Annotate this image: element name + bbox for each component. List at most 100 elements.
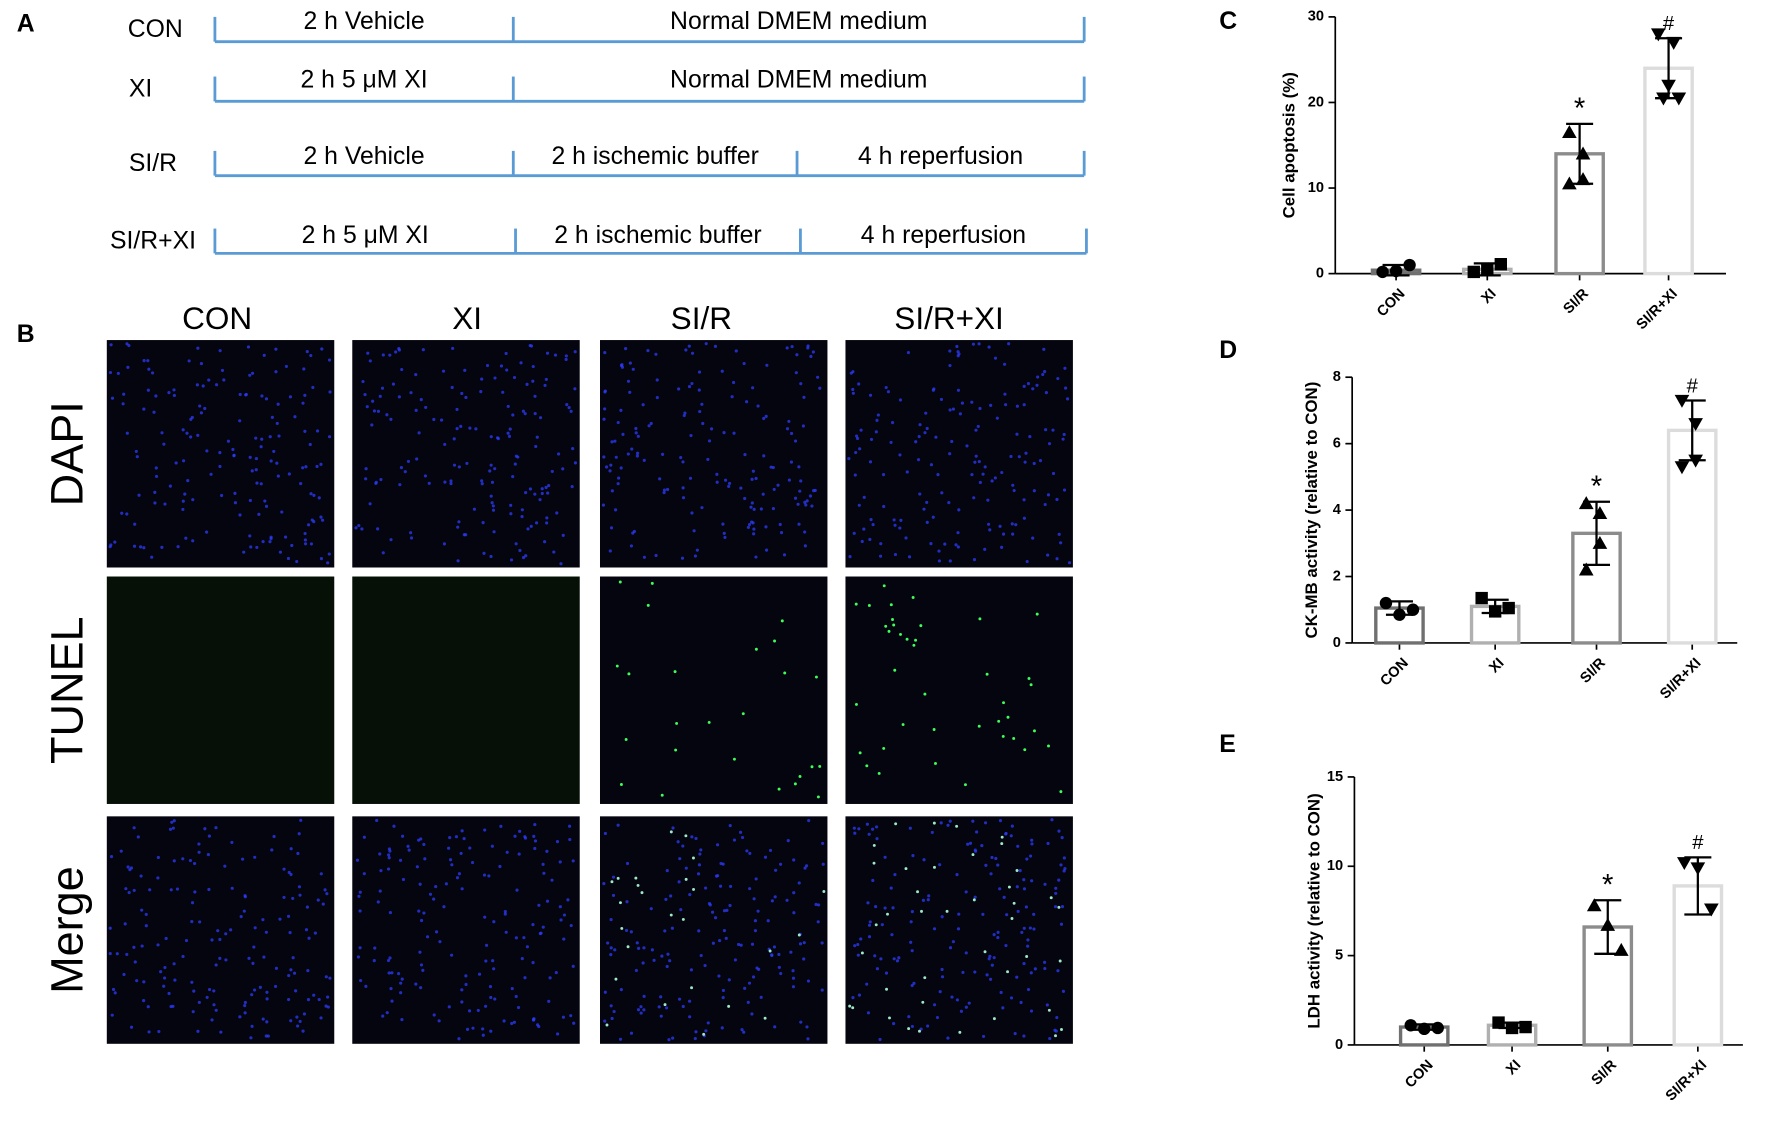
nucleus — [553, 353, 558, 357]
nucleus — [364, 477, 368, 481]
nucleus — [1064, 386, 1068, 390]
nucleus — [871, 523, 875, 527]
nucleus — [491, 959, 495, 963]
nucleus — [906, 351, 911, 355]
nucleus — [357, 523, 361, 528]
nucleus — [955, 998, 959, 1002]
nucleus — [989, 403, 993, 407]
nucleus — [315, 464, 319, 469]
nucleus — [495, 436, 500, 440]
nucleus — [135, 455, 139, 459]
nucleus — [809, 354, 813, 359]
nucleus — [457, 872, 462, 876]
nucleus — [967, 1001, 971, 1005]
micrograph — [845, 340, 1073, 568]
nucleus — [233, 501, 237, 505]
tunel-dot — [626, 945, 630, 949]
nucleus — [371, 399, 375, 403]
nucleus — [296, 1024, 300, 1028]
nucleus — [406, 844, 410, 848]
nucleus — [460, 829, 464, 833]
tunel-dot — [816, 795, 820, 799]
nucleus — [301, 466, 305, 470]
nucleus — [1053, 1028, 1057, 1032]
x-tick-label: XI — [1479, 286, 1500, 307]
column-header: CON — [182, 300, 252, 336]
nucleus — [571, 859, 575, 863]
nucleus — [1009, 996, 1014, 1000]
data-point — [1575, 172, 1591, 186]
nucleus — [1048, 1036, 1052, 1041]
nucleus — [409, 531, 413, 535]
x-tick-label: SI/R+XI — [1663, 1057, 1710, 1104]
nucleus — [1022, 384, 1026, 388]
nucleus — [728, 903, 732, 908]
nucleus — [722, 909, 727, 913]
nucleus — [680, 556, 685, 560]
nucleus — [162, 984, 166, 988]
data-point — [1600, 917, 1616, 931]
nucleus — [688, 892, 692, 897]
nucleus — [1001, 532, 1006, 536]
nucleus — [148, 888, 152, 892]
nucleus — [368, 359, 372, 363]
nucleus — [167, 391, 171, 395]
nucleus — [719, 884, 723, 888]
nucleus — [984, 863, 988, 867]
nucleus — [1026, 944, 1030, 948]
nucleus — [108, 926, 112, 930]
nucleus — [875, 418, 879, 422]
nucleus — [190, 901, 195, 905]
nucleus — [813, 488, 817, 493]
nucleus — [980, 844, 984, 848]
nucleus — [875, 825, 879, 829]
nucleus — [748, 887, 752, 891]
nucleus — [971, 342, 976, 346]
nucleus — [700, 506, 704, 510]
nucleus — [573, 350, 577, 354]
nucleus — [460, 391, 464, 396]
nucleus — [252, 988, 257, 992]
nucleus — [571, 964, 575, 968]
nucleus — [513, 462, 517, 466]
nucleus — [929, 463, 934, 467]
nucleus — [483, 828, 487, 832]
nucleus — [649, 421, 653, 426]
nucleus — [385, 413, 389, 417]
nucleus — [447, 1005, 451, 1009]
nucleus — [160, 545, 164, 549]
tunel-dot — [958, 1030, 962, 1034]
nucleus — [287, 870, 291, 875]
nucleus — [255, 481, 259, 485]
nucleus — [857, 503, 861, 507]
nucleus — [306, 969, 310, 973]
nucleus — [399, 991, 403, 995]
nucleus — [665, 1006, 669, 1010]
nucleus — [642, 946, 646, 950]
nucleus — [296, 851, 300, 856]
nucleus — [688, 1015, 692, 1019]
nucleus — [699, 848, 703, 852]
nucleus — [910, 1024, 914, 1028]
nucleus — [867, 935, 872, 939]
nucleus — [869, 437, 874, 441]
nucleus — [878, 1037, 882, 1042]
nucleus — [603, 990, 607, 994]
nucleus — [998, 887, 1002, 891]
nucleus — [602, 455, 606, 459]
nucleus — [156, 876, 160, 880]
nucleus — [992, 956, 996, 960]
nucleus — [699, 953, 703, 958]
nucleus — [328, 976, 332, 980]
nucleus — [302, 1012, 307, 1016]
nucleus — [756, 909, 760, 913]
nucleus — [996, 936, 1000, 940]
nucleus — [514, 994, 518, 999]
nucleus — [127, 343, 131, 348]
nucleus — [770, 953, 774, 957]
nucleus — [972, 558, 977, 562]
nucleus — [771, 506, 775, 511]
tunel-dot — [1027, 676, 1031, 680]
nucleus — [207, 887, 211, 892]
